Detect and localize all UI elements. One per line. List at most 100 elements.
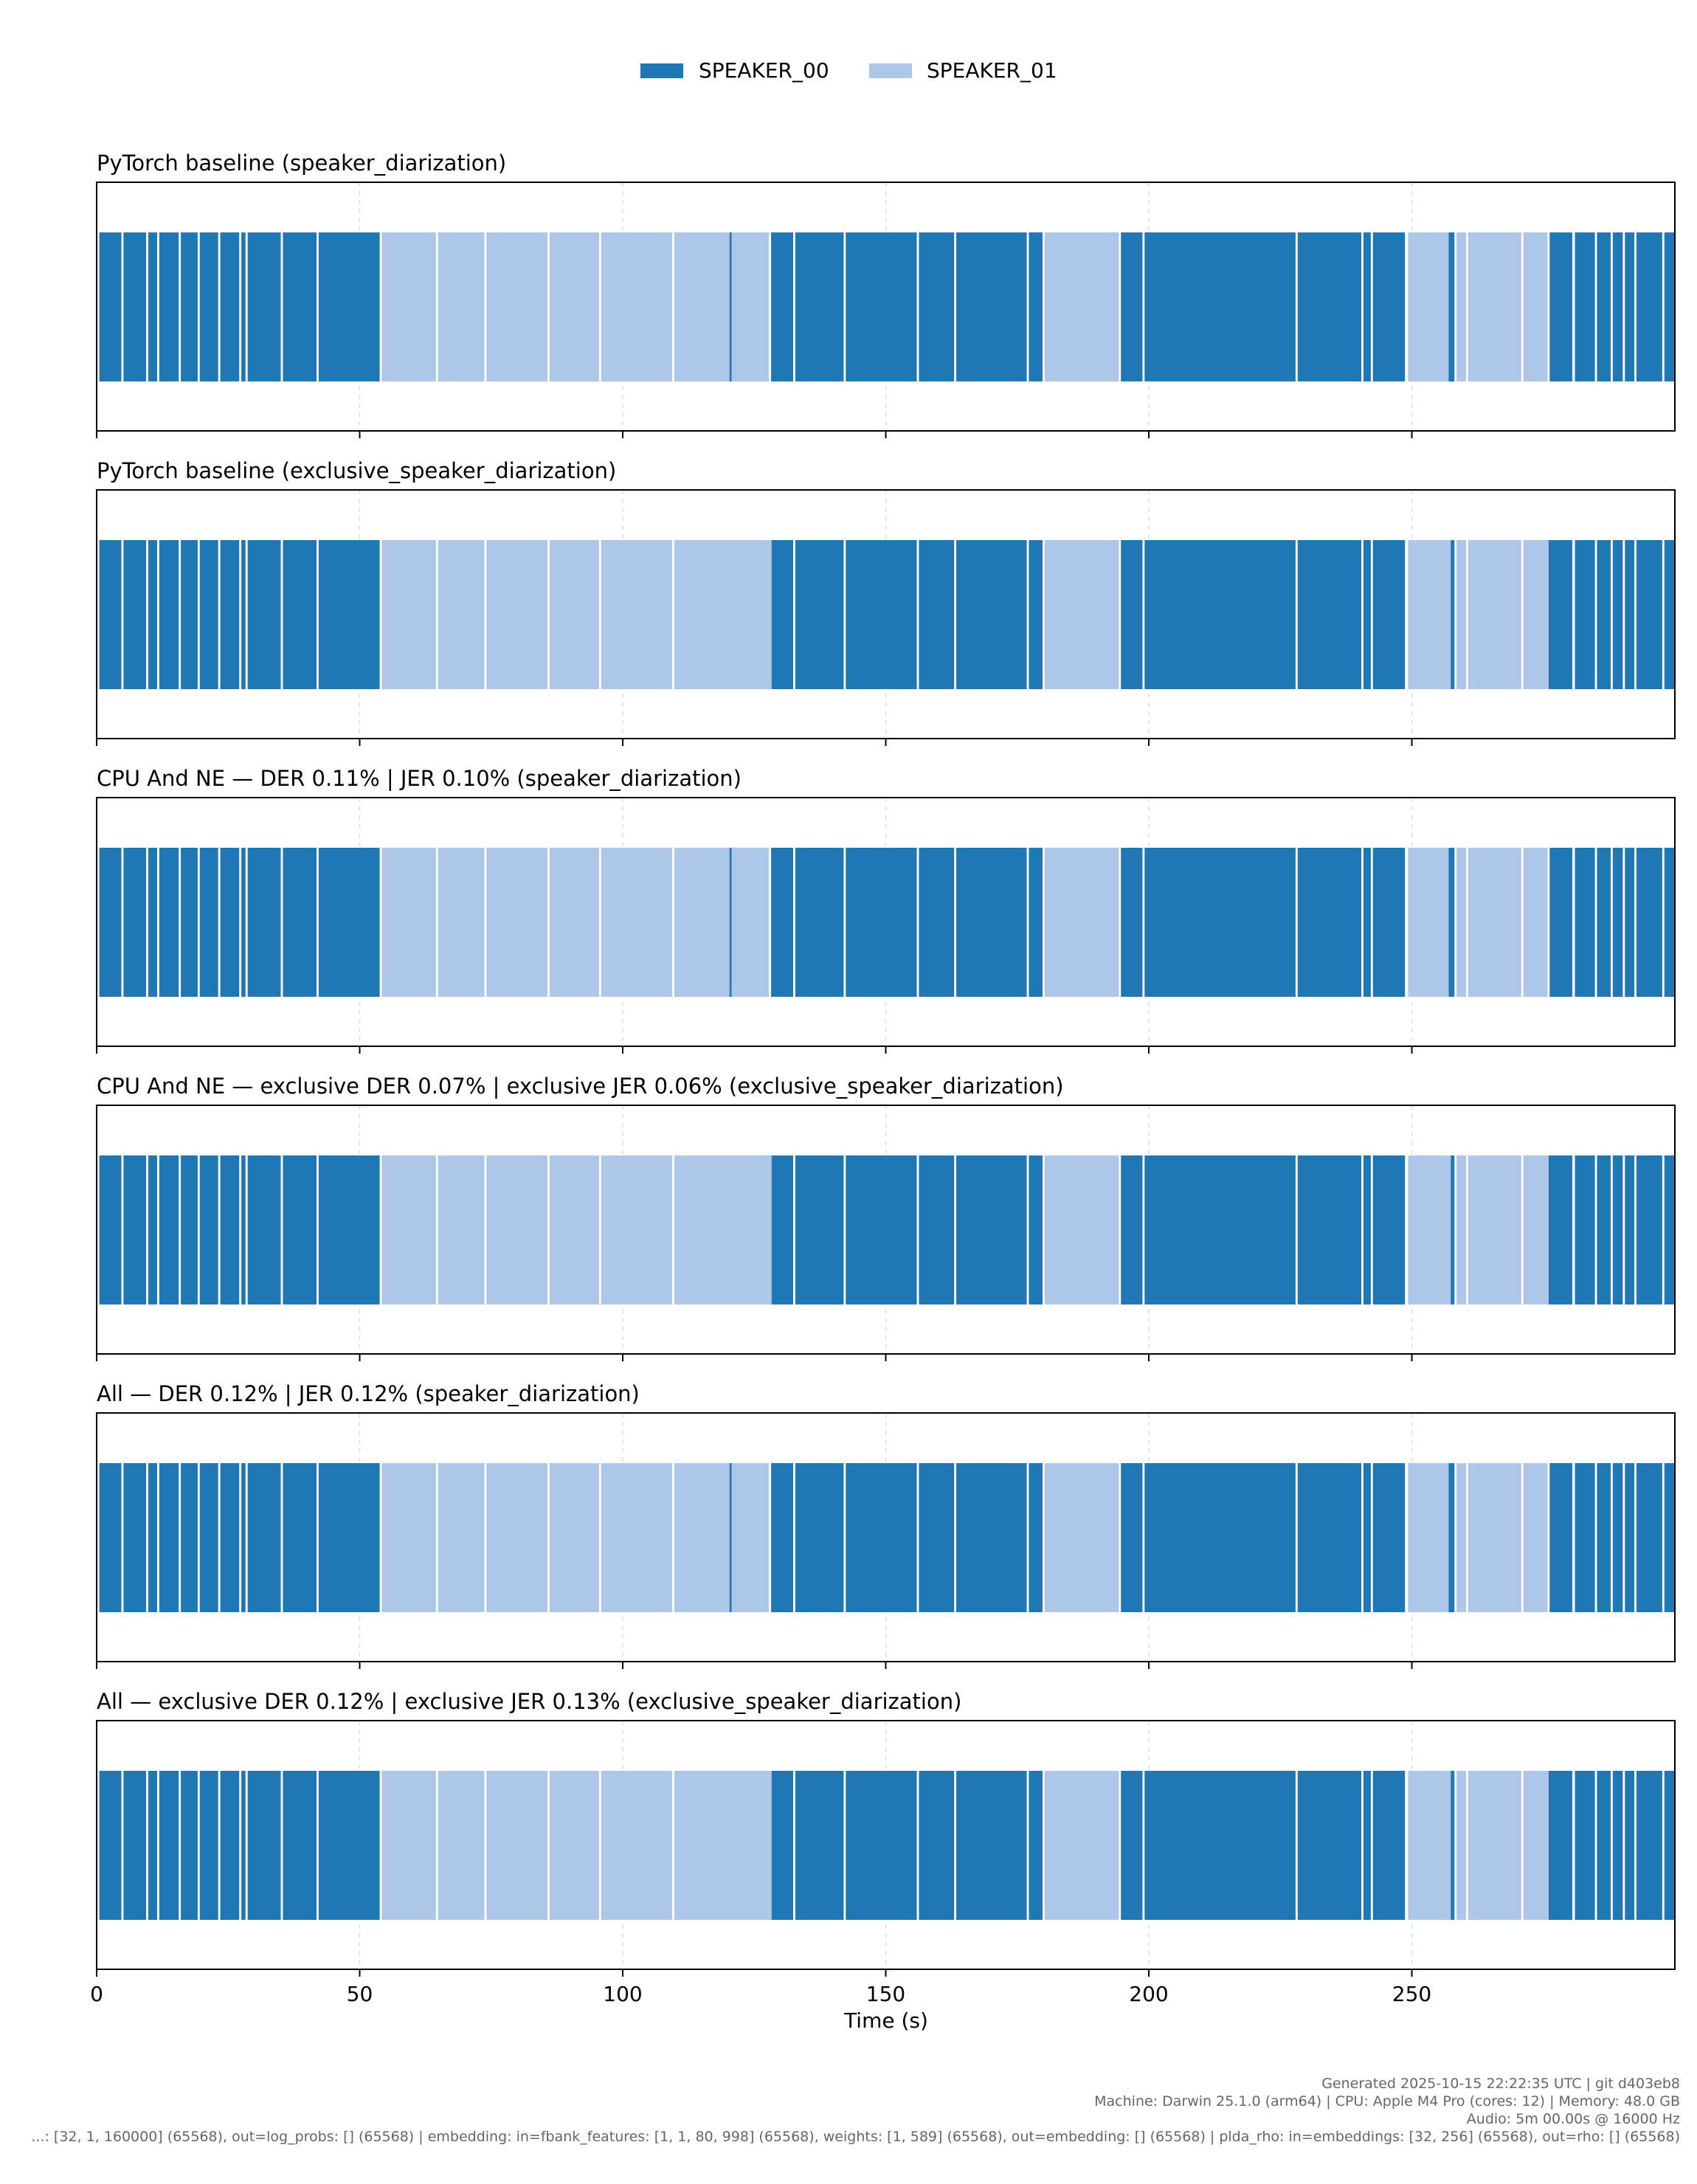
segment-speaker-00	[1597, 1463, 1611, 1612]
footer-audio: Audio: 5m 00.00s @ 16000 Hz	[1467, 2111, 1680, 2127]
segment-speaker-01	[381, 1463, 436, 1612]
segment-speaker-01	[549, 1155, 599, 1304]
segment-speaker-00	[771, 540, 794, 689]
segment-speaker-00	[1144, 1155, 1296, 1304]
segment-speaker-00	[1636, 848, 1662, 997]
segment-speaker-01	[1408, 848, 1449, 997]
legend: SPEAKER_00 SPEAKER_01	[640, 58, 1057, 83]
segment-speaker-00	[1121, 232, 1143, 381]
segment-speaker-00	[283, 1155, 317, 1304]
segment-speaker-00	[1664, 232, 1675, 381]
segment-speaker-00	[123, 848, 147, 997]
segment-speaker-00	[318, 232, 380, 381]
segment-speaker-00	[1144, 232, 1296, 381]
segment-speaker-00	[729, 232, 732, 381]
segment-speaker-00	[1575, 1463, 1595, 1612]
segment-speaker-00	[283, 540, 317, 689]
segment-speaker-01	[1523, 540, 1549, 689]
segment-speaker-00	[1664, 1463, 1675, 1612]
segment-speaker-00	[199, 540, 218, 689]
segment-speaker-01	[486, 1463, 548, 1612]
segment-speaker-00	[1548, 1155, 1572, 1304]
segment-speaker-00	[99, 1771, 122, 1920]
segment-speaker-00	[919, 1463, 955, 1612]
segment-speaker-00	[1448, 232, 1455, 381]
segment-speaker-00	[1597, 1771, 1611, 1920]
segment-speaker-00	[99, 1463, 122, 1612]
segment-speaker-01	[1044, 540, 1119, 689]
segment-speaker-01	[1456, 1155, 1466, 1304]
segment-speaker-00	[1372, 540, 1406, 689]
segment-speaker-00	[159, 848, 179, 997]
segment-speaker-00	[247, 232, 281, 381]
panels: PyTorch baseline (speaker_diarization) Py…	[96, 151, 1676, 1977]
segment-speaker-01	[486, 1155, 548, 1304]
segment-speaker-00	[956, 1155, 1027, 1304]
segment-speaker-01	[438, 232, 485, 381]
segment-speaker-01	[601, 848, 673, 997]
segment-speaker-01	[1044, 1463, 1119, 1612]
segment-speaker-00	[1448, 1463, 1455, 1612]
segment-speaker-01	[486, 1771, 548, 1920]
segment-speaker-00	[181, 540, 198, 689]
segment-speaker-00	[1548, 1771, 1572, 1920]
segment-speaker-01	[1456, 540, 1466, 689]
segment-speaker-00	[956, 232, 1027, 381]
segment-speaker-00	[241, 1155, 246, 1304]
segment-speaker-01	[731, 848, 770, 997]
segment-speaker-00	[247, 540, 281, 689]
segment-speaker-01	[1408, 1463, 1449, 1612]
x-tick-label: 200	[1129, 1982, 1168, 2006]
segment-speaker-01	[438, 848, 485, 997]
segment-speaker-00	[1029, 1771, 1043, 1920]
segment-speaker-00	[1363, 1155, 1371, 1304]
segment-speaker-01	[731, 1463, 770, 1612]
segment-speaker-00	[1372, 232, 1406, 381]
segment-speaker-01	[674, 1771, 772, 1920]
segment-speaker-01	[1468, 1463, 1473, 1612]
segment-speaker-00	[919, 540, 955, 689]
segment-speaker-00	[1363, 1463, 1371, 1612]
segment-speaker-00	[1121, 1155, 1143, 1304]
segment-speaker-00	[795, 848, 844, 997]
segment-speaker-00	[1612, 1771, 1623, 1920]
segment-speaker-00	[1363, 232, 1371, 381]
segment-speaker-00	[148, 1463, 157, 1612]
segment-speaker-00	[1121, 540, 1143, 689]
segment-speaker-00	[148, 540, 157, 689]
segment-speaker-00	[181, 1771, 198, 1920]
segment-speaker-01	[1044, 1771, 1119, 1920]
segment-speaker-00	[159, 1155, 179, 1304]
segment-speaker-00	[1121, 848, 1143, 997]
segment-speaker-00	[1363, 848, 1371, 997]
segment-speaker-01	[549, 232, 599, 381]
segment-speaker-00	[1029, 1463, 1043, 1612]
segment-speaker-01	[1456, 232, 1466, 381]
segment-speaker-00	[1664, 848, 1675, 997]
segment-speaker-00	[1451, 540, 1455, 689]
segment-speaker-00	[283, 1771, 317, 1920]
segment-speaker-01	[674, 1155, 772, 1304]
segment-speaker-01	[1468, 848, 1473, 997]
segment-speaker-00	[1597, 848, 1611, 997]
segment-speaker-00	[1636, 540, 1662, 689]
segment-speaker-00	[1575, 1155, 1595, 1304]
segment-speaker-00	[1597, 1155, 1611, 1304]
segment-speaker-01	[1044, 1155, 1119, 1304]
segment-speaker-00	[1448, 848, 1455, 997]
segment-speaker-01	[731, 232, 770, 381]
segment-speaker-01	[1044, 232, 1119, 381]
segment-speaker-00	[1372, 1155, 1406, 1304]
segment-speaker-00	[283, 848, 317, 997]
segment-speaker-00	[1451, 1771, 1455, 1920]
segment-speaker-00	[318, 1463, 380, 1612]
segment-speaker-00	[247, 848, 281, 997]
segment-speaker-01	[1456, 1771, 1466, 1920]
legend-swatch-speaker-00	[640, 63, 683, 78]
segment-speaker-00	[1548, 540, 1572, 689]
segment-speaker-01	[1456, 1463, 1466, 1612]
segment-speaker-00	[123, 1463, 147, 1612]
segment-speaker-00	[1625, 848, 1635, 997]
segment-speaker-00	[1664, 1771, 1675, 1920]
segment-speaker-00	[1029, 1155, 1043, 1304]
